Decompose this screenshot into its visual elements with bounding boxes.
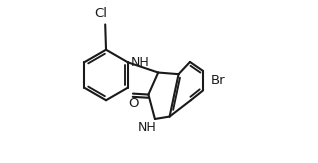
Text: NH: NH — [131, 56, 150, 69]
Text: Br: Br — [211, 74, 226, 87]
Text: NH: NH — [138, 121, 157, 134]
Text: O: O — [128, 97, 139, 110]
Text: Cl: Cl — [95, 7, 107, 20]
